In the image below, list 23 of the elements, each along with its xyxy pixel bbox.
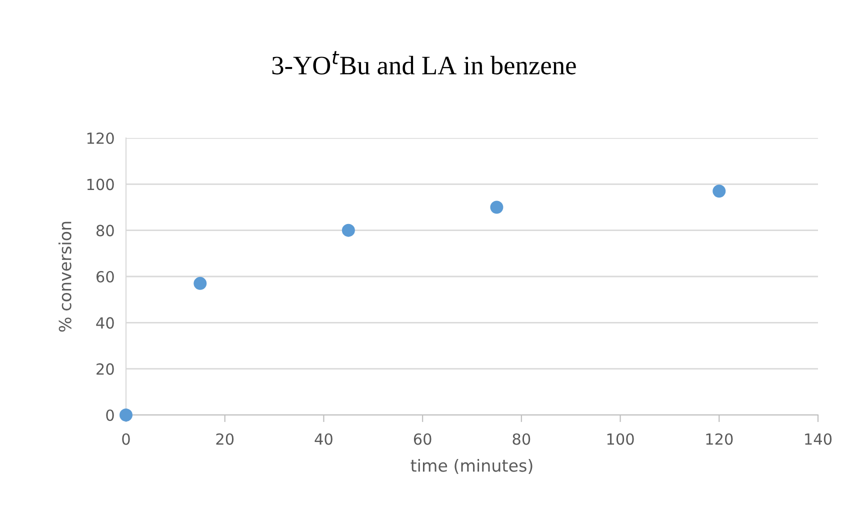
point bbox=[342, 224, 355, 237]
x-tick-label: 100 bbox=[607, 433, 634, 445]
point bbox=[712, 184, 726, 198]
x-tick-label: 120 bbox=[706, 433, 733, 445]
x-axis-title: time (minutes) bbox=[410, 458, 532, 474]
point bbox=[119, 408, 133, 422]
y-tick-label: 40 bbox=[96, 317, 114, 329]
x-tick-label: 140 bbox=[805, 433, 832, 445]
x-tick-label: 80 bbox=[512, 433, 530, 445]
y-tick-label: 60 bbox=[96, 270, 114, 283]
x-tick-label: 0 bbox=[122, 433, 130, 445]
y-tick-label: 100 bbox=[87, 178, 114, 190]
y-tick-label: 20 bbox=[96, 363, 114, 375]
x-tick-label: 40 bbox=[314, 433, 332, 445]
x-tick-label: 20 bbox=[216, 433, 234, 445]
y-tick-label: 120 bbox=[87, 132, 114, 144]
y-axis-title: % conversion bbox=[58, 222, 72, 332]
y-tick-label: 0 bbox=[106, 409, 114, 422]
x-tick-label: 60 bbox=[414, 433, 432, 445]
chart-title: 3-YO$^{t}$Bu and LA in benzene bbox=[272, 51, 576, 74]
y-tick-label: 80 bbox=[96, 224, 114, 236]
point bbox=[194, 276, 207, 290]
point bbox=[490, 200, 504, 214]
